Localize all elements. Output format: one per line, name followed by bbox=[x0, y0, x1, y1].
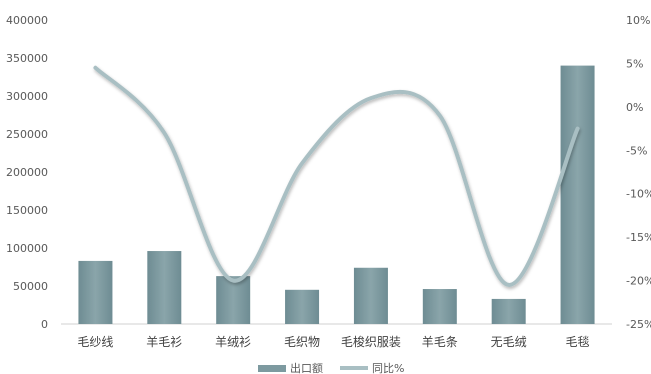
category-axis: 毛纱线 羊毛衫 羊绒衫 毛织物 毛梭织服装 羊毛条 无毛绒 毛毯 bbox=[77, 334, 589, 349]
left-tick-label: 250000 bbox=[6, 128, 48, 141]
left-tick-label: 350000 bbox=[6, 52, 48, 65]
category-label: 羊毛条 bbox=[422, 334, 458, 349]
line-path bbox=[93, 65, 580, 287]
right-tick-label: -25% bbox=[626, 318, 651, 331]
bar-series bbox=[78, 65, 595, 324]
left-tick-label: 150000 bbox=[6, 204, 48, 217]
category-label: 毛织物 bbox=[284, 335, 320, 349]
right-tick-label: 10% bbox=[626, 14, 650, 27]
right-tick-label: -5% bbox=[626, 144, 647, 157]
category-label: 毛毯 bbox=[566, 335, 590, 349]
legend-swatch-bar bbox=[258, 365, 286, 372]
left-tick-label: 200000 bbox=[6, 166, 48, 179]
category-label: 毛纱线 bbox=[77, 335, 113, 349]
left-axis: 0 50000 100000 150000 200000 250000 300000 3500… bbox=[6, 14, 48, 331]
bar bbox=[285, 289, 320, 324]
left-tick-label: 300000 bbox=[6, 90, 48, 103]
bar bbox=[216, 276, 251, 324]
category-label: 无毛绒 bbox=[491, 335, 527, 349]
legend-label-line: 同比% bbox=[372, 362, 404, 374]
category-label: 羊毛衫 bbox=[146, 334, 182, 349]
left-tick-label: 400000 bbox=[6, 14, 48, 27]
legend: 出口额 同比% bbox=[258, 361, 404, 374]
bar bbox=[78, 260, 113, 324]
right-tick-label: -10% bbox=[626, 188, 651, 201]
left-tick-label: 50000 bbox=[13, 280, 48, 293]
legend-label-bar: 出口额 bbox=[290, 361, 323, 374]
left-tick-label: 0 bbox=[41, 318, 48, 331]
bar bbox=[560, 65, 595, 324]
category-label: 羊绒衫 bbox=[215, 334, 251, 349]
right-axis: -25% -20% -15% -10% -5% 0% 5% 10% bbox=[626, 14, 651, 331]
bar bbox=[422, 289, 457, 324]
bar bbox=[491, 298, 526, 324]
bar bbox=[353, 267, 388, 324]
bar bbox=[147, 251, 182, 324]
legend-swatch-line bbox=[340, 366, 368, 370]
line-series bbox=[93, 65, 580, 287]
right-tick-label: 5% bbox=[626, 57, 643, 70]
right-tick-label: -15% bbox=[626, 231, 651, 244]
category-label: 毛梭织服装 bbox=[341, 334, 401, 349]
right-tick-label: -20% bbox=[626, 275, 651, 288]
left-tick-label: 100000 bbox=[6, 242, 48, 255]
right-tick-label: 0% bbox=[626, 101, 643, 114]
